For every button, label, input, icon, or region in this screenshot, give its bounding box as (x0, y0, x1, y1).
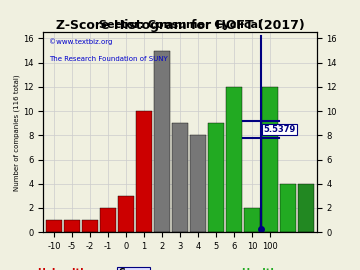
Bar (100, 208, 116, 232)
Bar (64, 220, 80, 232)
Text: Healthy: Healthy (241, 268, 283, 270)
Bar (262, 87, 278, 232)
Bar (244, 208, 260, 232)
Bar (190, 135, 206, 232)
Bar (46, 220, 62, 232)
Title: Z-Score Histogram for HOFT (2017): Z-Score Histogram for HOFT (2017) (56, 19, 304, 32)
Bar (280, 184, 296, 232)
Bar (136, 111, 152, 232)
Bar (298, 184, 314, 232)
Text: ©www.textbiz.org: ©www.textbiz.org (49, 38, 112, 45)
Bar (82, 220, 98, 232)
Bar (154, 50, 170, 232)
Y-axis label: Number of companies (116 total): Number of companies (116 total) (14, 74, 20, 191)
Text: The Research Foundation of SUNY: The Research Foundation of SUNY (49, 56, 167, 62)
Text: Score: Score (118, 268, 149, 270)
Text: Unhealthy: Unhealthy (37, 268, 93, 270)
Text: Sector: Consumer Cyclical: Sector: Consumer Cyclical (99, 21, 261, 31)
Bar (226, 87, 242, 232)
Bar (208, 123, 224, 232)
Bar (118, 196, 134, 232)
Text: 5.5379: 5.5379 (264, 125, 296, 134)
Bar (172, 123, 188, 232)
